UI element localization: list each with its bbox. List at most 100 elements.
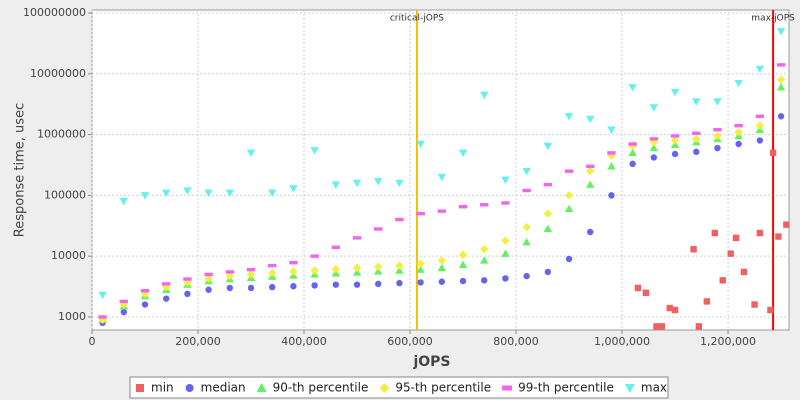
data-point bbox=[755, 114, 765, 118]
data-point bbox=[564, 113, 574, 121]
data-point bbox=[120, 308, 128, 316]
data-point bbox=[162, 282, 171, 292]
data-point bbox=[587, 228, 594, 236]
data-point bbox=[352, 236, 362, 240]
data-point bbox=[628, 84, 637, 92]
legend-label: max bbox=[641, 381, 667, 395]
data-point bbox=[693, 148, 700, 156]
data-point bbox=[751, 301, 758, 308]
legend-label: median bbox=[201, 381, 246, 395]
data-point bbox=[374, 262, 383, 271]
data-point bbox=[246, 270, 256, 279]
data-point bbox=[396, 279, 403, 287]
data-point bbox=[226, 284, 234, 292]
data-point bbox=[650, 154, 658, 161]
data-point bbox=[767, 306, 774, 314]
data-point bbox=[480, 203, 489, 207]
data-point bbox=[564, 204, 574, 213]
data-point bbox=[416, 211, 425, 216]
data-point bbox=[713, 98, 722, 106]
data-point bbox=[311, 282, 318, 289]
data-point bbox=[437, 173, 447, 182]
data-point bbox=[480, 245, 489, 254]
data-point bbox=[268, 268, 277, 278]
legend-marker bbox=[185, 384, 194, 392]
data-point bbox=[732, 234, 740, 242]
data-point bbox=[163, 295, 170, 302]
data-point bbox=[776, 75, 786, 84]
data-point bbox=[289, 267, 298, 276]
data-point bbox=[523, 272, 530, 280]
data-point bbox=[703, 298, 711, 305]
data-point bbox=[522, 167, 531, 176]
legend-label: 90-th percentile bbox=[273, 381, 369, 395]
data-point bbox=[437, 209, 447, 213]
x-tick-label: 0 bbox=[89, 335, 96, 348]
x-tick-label: 800,000 bbox=[493, 335, 539, 348]
data-point bbox=[522, 237, 531, 246]
data-point bbox=[416, 265, 425, 273]
data-point bbox=[225, 189, 235, 198]
data-point bbox=[438, 278, 446, 285]
data-point bbox=[352, 263, 362, 273]
data-point bbox=[522, 188, 531, 193]
data-point bbox=[480, 91, 489, 100]
data-point bbox=[734, 80, 743, 88]
data-point bbox=[458, 260, 468, 269]
data-point bbox=[543, 224, 553, 233]
data-point bbox=[437, 263, 447, 272]
data-point bbox=[671, 306, 679, 314]
data-point bbox=[522, 222, 531, 232]
data-point bbox=[225, 271, 235, 281]
data-point bbox=[769, 149, 777, 157]
data-point bbox=[642, 289, 650, 296]
data-point bbox=[734, 127, 743, 137]
data-point bbox=[735, 140, 742, 148]
data-point bbox=[417, 279, 424, 286]
data-point bbox=[649, 104, 659, 112]
data-point bbox=[395, 217, 404, 222]
data-point bbox=[755, 121, 765, 130]
reference-label: critical-jOPS bbox=[390, 14, 444, 24]
legend bbox=[129, 376, 669, 399]
legend-marker bbox=[624, 384, 635, 393]
data-point bbox=[331, 265, 341, 274]
data-point bbox=[586, 166, 595, 176]
data-point bbox=[183, 187, 192, 195]
data-point bbox=[140, 289, 150, 293]
data-point bbox=[564, 169, 574, 173]
data-point bbox=[310, 254, 319, 258]
data-point bbox=[119, 198, 129, 206]
data-point bbox=[501, 201, 510, 205]
data-point bbox=[501, 236, 510, 245]
data-point bbox=[755, 65, 765, 74]
data-point bbox=[543, 142, 553, 151]
data-point bbox=[608, 192, 615, 199]
data-point bbox=[658, 323, 665, 330]
data-point bbox=[670, 88, 680, 97]
data-point bbox=[776, 28, 786, 36]
data-point bbox=[692, 134, 701, 144]
x-tick-label: 1,200,000 bbox=[700, 335, 756, 348]
y-axis-label: Response time, usec bbox=[13, 103, 28, 237]
legend-marker bbox=[502, 385, 513, 391]
data-point bbox=[634, 284, 642, 292]
data-point bbox=[565, 255, 573, 263]
data-point bbox=[695, 323, 703, 330]
data-point bbox=[713, 131, 722, 141]
data-point bbox=[162, 189, 171, 198]
x-tick-label: 600,000 bbox=[387, 335, 433, 348]
data-point bbox=[607, 151, 616, 155]
x-tick-label: 200,000 bbox=[175, 335, 221, 348]
data-point bbox=[141, 301, 149, 308]
data-point bbox=[140, 192, 150, 200]
data-point bbox=[353, 281, 361, 288]
data-point bbox=[607, 126, 616, 134]
y-tick-label: 1000000 bbox=[37, 128, 86, 141]
data-point bbox=[543, 182, 553, 187]
legend-label: min bbox=[151, 381, 174, 395]
data-point bbox=[247, 284, 255, 292]
data-point bbox=[246, 149, 256, 158]
data-point bbox=[268, 263, 277, 268]
legend-label: 99-th percentile bbox=[518, 381, 614, 395]
